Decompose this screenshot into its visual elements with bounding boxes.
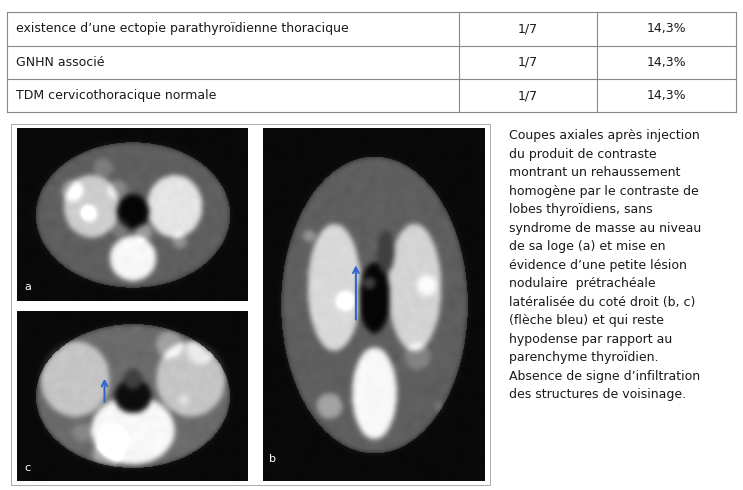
Text: 14,3%: 14,3% [646, 23, 687, 35]
Text: Coupes axiales après injection
du produit de contraste
montrant un rehaussement
: Coupes axiales après injection du produi… [509, 129, 701, 401]
Text: 1/7: 1/7 [518, 56, 538, 69]
Text: a: a [24, 282, 31, 292]
Text: c: c [24, 463, 30, 473]
Text: GNHN associé: GNHN associé [16, 56, 105, 69]
Text: 1/7: 1/7 [518, 89, 538, 102]
Text: 1/7: 1/7 [518, 23, 538, 35]
Text: 14,3%: 14,3% [646, 56, 687, 69]
Text: existence d’une ectopie parathyroïdienne thoracique: existence d’une ectopie parathyroïdienne… [16, 23, 349, 35]
Text: TDM cervicothoracique normale: TDM cervicothoracique normale [16, 89, 217, 102]
Text: 14,3%: 14,3% [646, 89, 687, 102]
Text: b: b [270, 454, 276, 464]
